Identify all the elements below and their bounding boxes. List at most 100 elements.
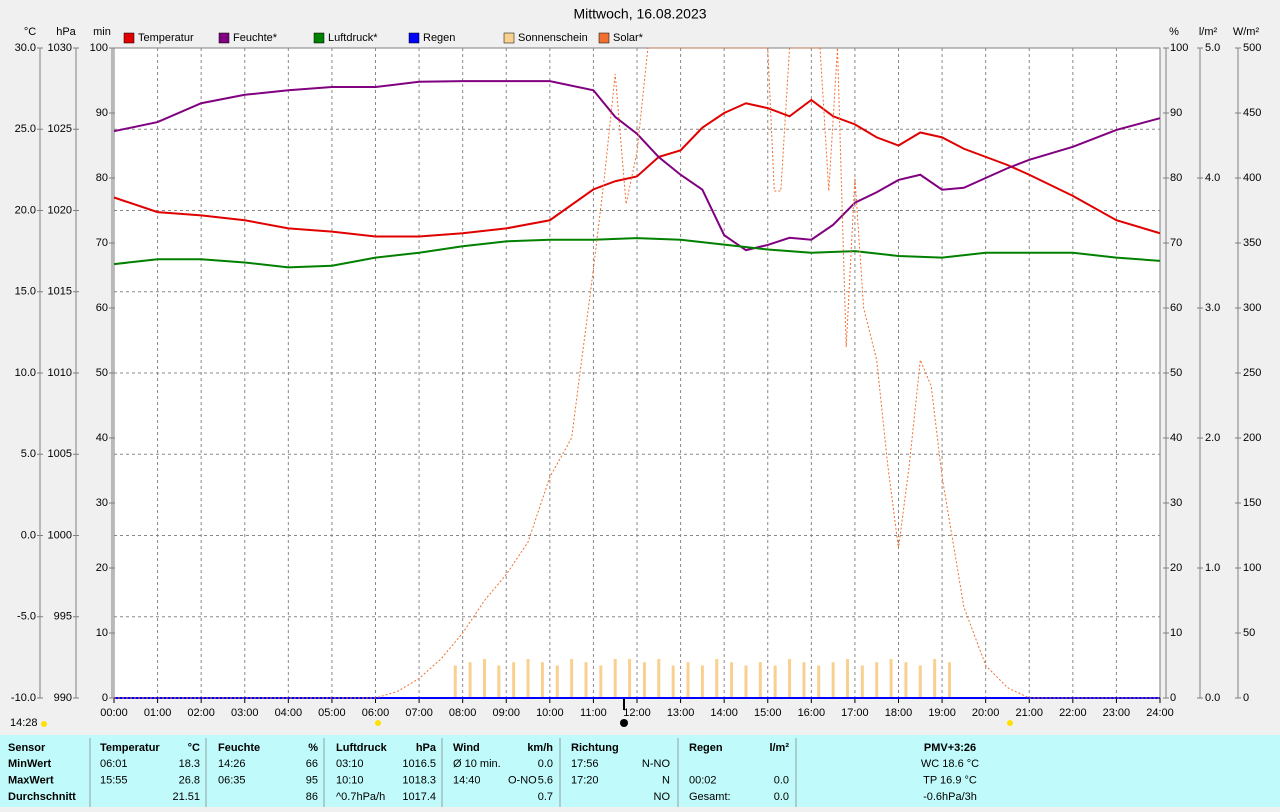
y-tick-label: 1030 <box>48 42 72 54</box>
legend-swatch <box>598 32 610 44</box>
sunshine-bar <box>700 665 704 698</box>
x-tick-label: 10:00 <box>536 707 564 719</box>
y-tick-label: 70 <box>1170 237 1182 249</box>
table-cell: Ø 10 min. <box>453 758 501 770</box>
table-cell: 00:02 <box>689 774 717 786</box>
y-tick-label: 50 <box>96 367 108 379</box>
sunshine-bar <box>468 662 472 698</box>
y-tick-label: 4.0 <box>1205 172 1220 184</box>
table-cell: TP 16.9 °C <box>923 774 977 786</box>
sunshine-bar <box>657 659 661 698</box>
y-tick-label: 80 <box>1170 172 1182 184</box>
series-line <box>113 237 1161 269</box>
sunshine-bar <box>817 665 821 698</box>
y-tick-label: 1010 <box>48 367 72 379</box>
y-tick-label: 25.0 <box>15 123 36 135</box>
legend-swatch <box>313 32 325 44</box>
x-tick-label: 07:00 <box>405 707 433 719</box>
y-tick-label: 995 <box>54 611 72 623</box>
table-cell: Gesamt: <box>689 791 731 803</box>
table-cell: 21.51 <box>172 791 200 803</box>
y-tick-label: 0.0 <box>21 529 36 541</box>
y-tick-label: 3.0 <box>1205 302 1220 314</box>
sun-marker <box>41 721 47 727</box>
x-tick-label: 13:00 <box>667 707 695 719</box>
table-cell: WC 18.6 °C <box>921 758 979 770</box>
table-cell: 14:26 <box>218 758 246 770</box>
x-tick-label: 09:00 <box>492 707 520 719</box>
table-cell: 17:20 <box>571 774 599 786</box>
axis-unit: °C <box>24 26 36 38</box>
y-tick-label: 10 <box>96 627 108 639</box>
table-cell: MaxWert <box>8 774 54 786</box>
x-tick-label: 15:00 <box>754 707 782 719</box>
table-cell: Luftdruck <box>336 742 388 754</box>
table-cell: 0.0 <box>538 758 553 770</box>
sunshine-bar <box>482 659 486 698</box>
sunshine-bar <box>686 662 690 698</box>
sunshine-bar <box>802 662 806 698</box>
y-tick-label: 100 <box>90 42 108 54</box>
table-cell: 14:40 <box>453 774 481 786</box>
y-tick-label: 10 <box>1170 627 1182 639</box>
table-cell: 86 <box>306 791 318 803</box>
x-tick-label: 19:00 <box>928 707 956 719</box>
sunshine-bar <box>831 662 835 698</box>
y-tick-label: 30.0 <box>15 42 36 54</box>
table-cell: Sensor <box>8 742 46 754</box>
x-tick-label: 17:00 <box>841 707 869 719</box>
y-tick-label: 450 <box>1243 107 1261 119</box>
axis-unit: min <box>93 26 111 38</box>
y-tick-label: 500 <box>1243 42 1261 54</box>
table-cell: Regen <box>689 742 723 754</box>
y-tick-label: 1015 <box>48 286 72 298</box>
table-cell: 0.0 <box>774 791 789 803</box>
table-cell: 06:01 <box>100 758 128 770</box>
y-tick-label: 0 <box>102 692 108 704</box>
y-tick-label: 100 <box>1170 42 1188 54</box>
table-cell: Temperatur <box>100 742 160 754</box>
legend-label: Luftdruck* <box>328 32 378 44</box>
axis-unit: W/m² <box>1233 26 1260 38</box>
x-tick-label: 03:00 <box>231 707 259 719</box>
legend-label: Regen <box>423 32 455 44</box>
y-tick-label: 0.0 <box>1205 692 1220 704</box>
legend-label: Solar* <box>613 32 644 44</box>
chart-title: Mittwoch, 16.08.2023 <box>573 6 706 22</box>
current-time: 14:28 <box>10 717 38 729</box>
y-tick-label: 200 <box>1243 432 1261 444</box>
y-tick-label: 40 <box>96 432 108 444</box>
sunshine-bar <box>526 659 530 698</box>
table-cell: 0.0 <box>774 774 789 786</box>
y-tick-label: 90 <box>96 107 108 119</box>
sunshine-bar <box>947 662 951 698</box>
y-tick-label: 30 <box>1170 497 1182 509</box>
y-tick-label: 50 <box>1170 367 1182 379</box>
x-tick-label: 12:00 <box>623 707 651 719</box>
table-cell: °C <box>188 742 200 754</box>
legend-swatch <box>218 32 230 44</box>
x-tick-label: 24:00 <box>1146 707 1174 719</box>
axis-unit: % <box>1169 26 1179 38</box>
legend-label: Temperatur <box>138 32 194 44</box>
series-line <box>113 80 1161 252</box>
moon-marker <box>620 719 628 727</box>
table-cell: % <box>308 742 318 754</box>
table-cell: 15:55 <box>100 774 128 786</box>
y-tick-label: -5.0 <box>17 611 36 623</box>
x-tick-label: 20:00 <box>972 707 1000 719</box>
y-tick-label: 5.0 <box>21 448 36 460</box>
table-cell: 66 <box>306 758 318 770</box>
x-tick-label: 05:00 <box>318 707 346 719</box>
sunset-marker <box>1007 720 1013 726</box>
y-tick-label: 150 <box>1243 497 1261 509</box>
sunshine-bar <box>730 662 734 698</box>
table-cell: 03:10 <box>336 758 364 770</box>
axis-unit: l/m² <box>1199 26 1218 38</box>
sunshine-bar <box>628 659 632 698</box>
table-cell: 1017.4 <box>402 791 436 803</box>
y-tick-label: 2.0 <box>1205 432 1220 444</box>
table-cell: MinWert <box>8 758 52 770</box>
table-background <box>0 735 1280 807</box>
